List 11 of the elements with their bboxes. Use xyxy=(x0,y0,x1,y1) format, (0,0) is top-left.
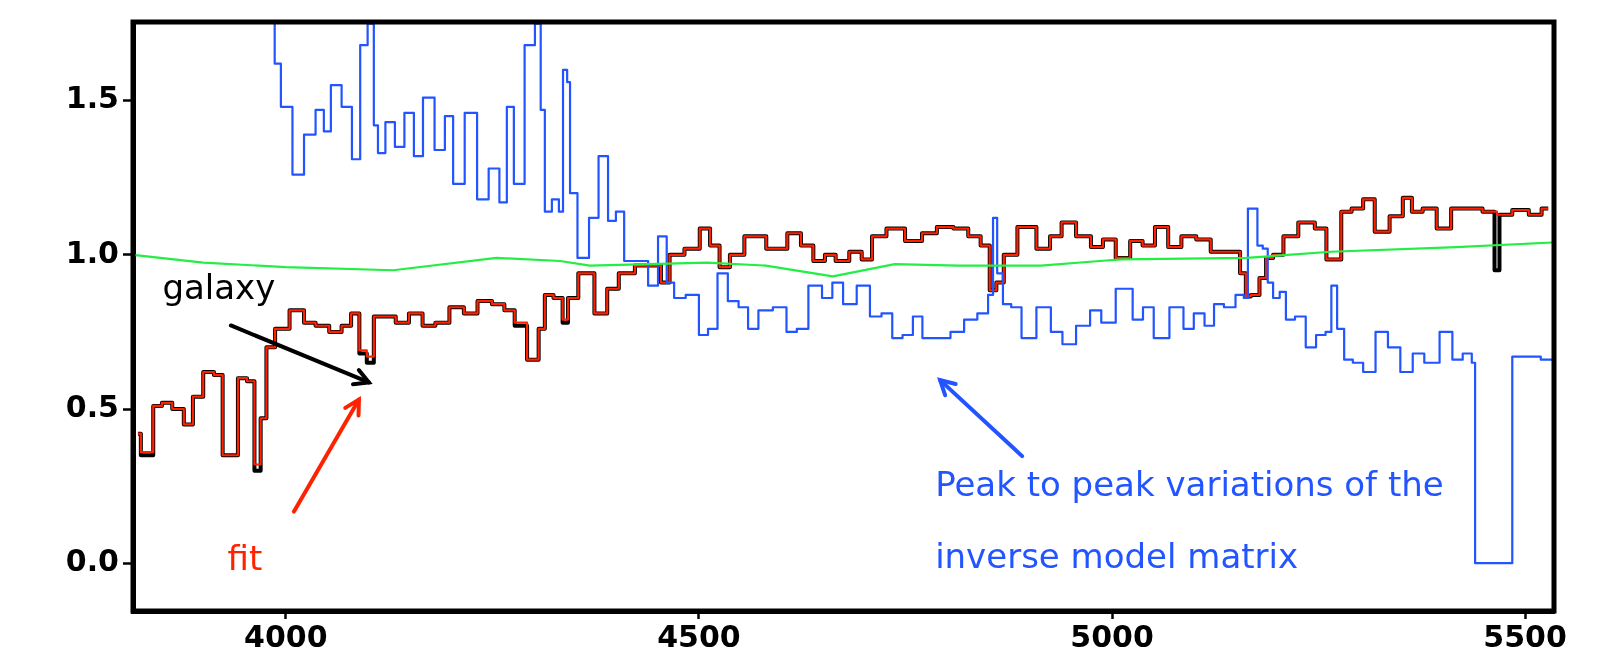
annotation: fit xyxy=(227,538,263,579)
annotation: galaxy xyxy=(162,267,276,308)
x-tick-label: 5000 xyxy=(1070,618,1154,654)
y-tick-label: 1.0 xyxy=(65,234,119,270)
y-tick-label: 0.0 xyxy=(65,543,119,578)
y-tick-label: 1.5 xyxy=(65,80,119,116)
x-tick-label: 4000 xyxy=(244,618,328,654)
x-tick-label: 5500 xyxy=(1483,618,1567,654)
annotation: Peak to peak variations of the inverse model matrix xyxy=(935,463,1444,576)
x-tick-label: 4500 xyxy=(657,618,741,654)
y-tick-label: 0.5 xyxy=(65,388,119,424)
